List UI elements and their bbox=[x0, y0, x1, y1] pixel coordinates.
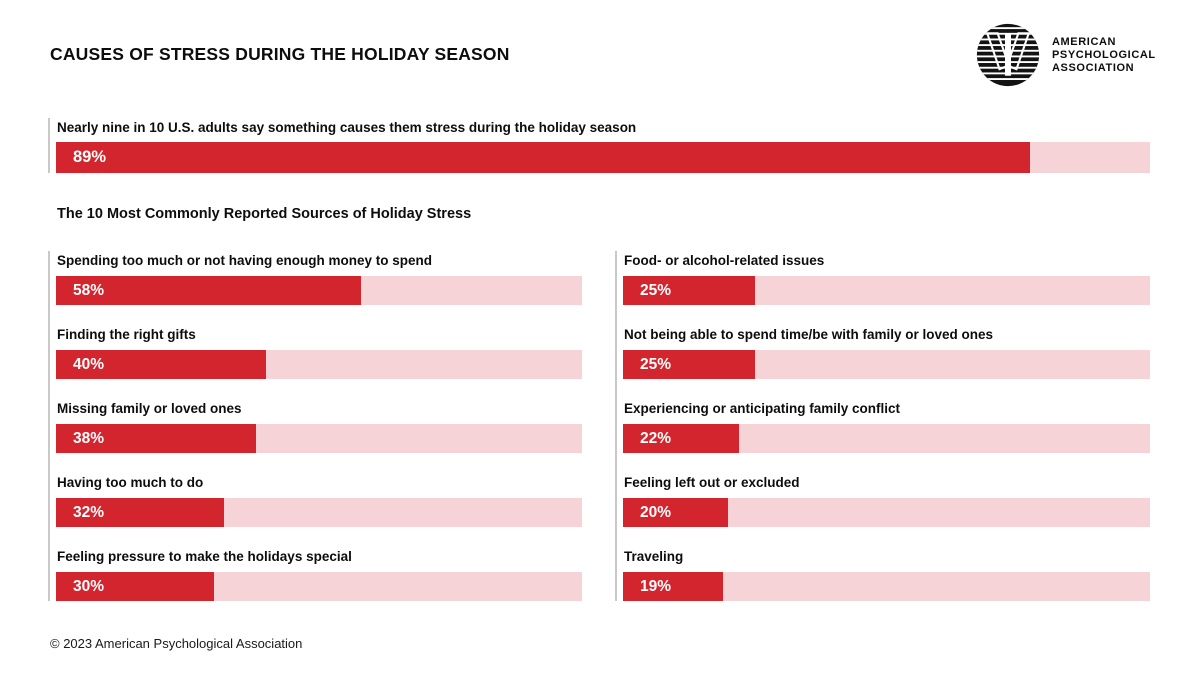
bar-value: 40% bbox=[73, 355, 105, 373]
copyright-notice: © 2023 American Psychological Associatio… bbox=[50, 636, 303, 651]
bar-track: 19% bbox=[623, 572, 1150, 601]
bar-fill: 32% bbox=[56, 498, 225, 527]
bar-group-traveling: Traveling 19% bbox=[623, 547, 1150, 601]
logo-line-1: AMERICAN bbox=[1052, 35, 1117, 48]
bar-group-time-with-family: Not being able to spend time/be with fam… bbox=[623, 325, 1150, 379]
bar-group-spending-money: Spending too much or not having enough m… bbox=[56, 251, 582, 305]
page-title: CAUSES OF STRESS DURING THE HOLIDAY SEAS… bbox=[50, 44, 510, 64]
bar-group-holiday-pressure: Feeling pressure to make the holidays sp… bbox=[56, 547, 582, 601]
bar-label: Spending too much or not having enough m… bbox=[57, 253, 432, 268]
bar-value: 19% bbox=[640, 577, 672, 595]
bar-group-finding-gifts: Finding the right gifts 40% bbox=[56, 325, 582, 379]
bar-value: 30% bbox=[73, 577, 105, 595]
bar-label: Experiencing or anticipating family conf… bbox=[624, 401, 901, 416]
bar-group-left-out: Feeling left out or excluded 20% bbox=[623, 473, 1150, 527]
bar-fill: 25% bbox=[623, 276, 755, 305]
bar-track: 38% bbox=[56, 424, 582, 453]
logo-line-2: PSYCHOLOGICAL bbox=[1052, 48, 1156, 61]
bar-value: 25% bbox=[640, 355, 672, 373]
bar-track: 40% bbox=[56, 350, 582, 379]
apa-logo: AMERICAN PSYCHOLOGICAL ASSOCIATION bbox=[975, 22, 1156, 88]
bar-label: Having too much to do bbox=[57, 475, 204, 490]
bar-track: 30% bbox=[56, 572, 582, 601]
bar-value: 22% bbox=[640, 429, 672, 447]
bar-group-too-much-to-do: Having too much to do 32% bbox=[56, 473, 582, 527]
bar-label: Not being able to spend time/be with fam… bbox=[624, 327, 994, 342]
bar-track: 58% bbox=[56, 276, 582, 305]
headline-bar-label: Nearly nine in 10 U.S. adults say someth… bbox=[57, 120, 637, 135]
bar-label: Food- or alcohol-related issues bbox=[624, 253, 825, 268]
bar-track: 32% bbox=[56, 498, 582, 527]
bar-fill: 30% bbox=[56, 572, 214, 601]
bar-value: 20% bbox=[640, 503, 672, 521]
bar-value: 32% bbox=[73, 503, 105, 521]
logo-line-3: ASSOCIATION bbox=[1052, 61, 1135, 74]
headline-bar-value: 89% bbox=[73, 148, 107, 166]
bar-track: 25% bbox=[623, 350, 1150, 379]
bar-fill: 22% bbox=[623, 424, 739, 453]
chart-subtitle: The 10 Most Commonly Reported Sources of… bbox=[57, 206, 472, 222]
bar-columns: Spending too much or not having enough m… bbox=[48, 251, 1150, 601]
bar-group-missing-family: Missing family or loved ones 38% bbox=[56, 399, 582, 453]
headline-bar-group: Nearly nine in 10 U.S. adults say someth… bbox=[48, 118, 1150, 173]
bar-label: Feeling pressure to make the holidays sp… bbox=[57, 549, 352, 564]
bar-value: 38% bbox=[73, 429, 105, 447]
bar-fill: 20% bbox=[623, 498, 729, 527]
bar-fill: 40% bbox=[56, 350, 267, 379]
bar-value: 58% bbox=[73, 281, 105, 299]
bar-label: Finding the right gifts bbox=[57, 327, 196, 342]
bar-fill: 58% bbox=[56, 276, 362, 305]
apa-logo-wordmark: AMERICAN PSYCHOLOGICAL ASSOCIATION bbox=[1052, 36, 1156, 75]
headline-bar-track: 89% bbox=[56, 142, 1150, 173]
bar-track: 22% bbox=[623, 424, 1150, 453]
bar-fill: 19% bbox=[623, 572, 724, 601]
bar-label: Feeling left out or excluded bbox=[624, 475, 800, 490]
headline-bar-fill: 89% bbox=[56, 142, 1030, 173]
apa-psi-logo-icon bbox=[976, 23, 1040, 87]
bar-fill: 25% bbox=[623, 350, 755, 379]
bar-group-food-alcohol: Food- or alcohol-related issues 25% bbox=[623, 251, 1150, 305]
bar-track: 20% bbox=[623, 498, 1150, 527]
bar-track: 25% bbox=[623, 276, 1150, 305]
bar-fill: 38% bbox=[56, 424, 256, 453]
bar-column-left: Spending too much or not having enough m… bbox=[48, 251, 582, 601]
bar-label: Traveling bbox=[624, 549, 684, 564]
bar-group-family-conflict: Experiencing or anticipating family conf… bbox=[623, 399, 1150, 453]
bar-value: 25% bbox=[640, 281, 672, 299]
bar-label: Missing family or loved ones bbox=[57, 401, 242, 416]
bar-column-right: Food- or alcohol-related issues 25% Not … bbox=[615, 251, 1150, 601]
